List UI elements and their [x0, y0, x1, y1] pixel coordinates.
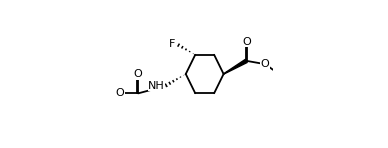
- Polygon shape: [223, 59, 247, 74]
- Text: F: F: [169, 39, 175, 49]
- Text: NH: NH: [148, 81, 165, 91]
- Text: O: O: [116, 88, 125, 98]
- Text: O: O: [261, 59, 269, 69]
- Text: O: O: [242, 37, 251, 47]
- Text: O: O: [134, 69, 142, 79]
